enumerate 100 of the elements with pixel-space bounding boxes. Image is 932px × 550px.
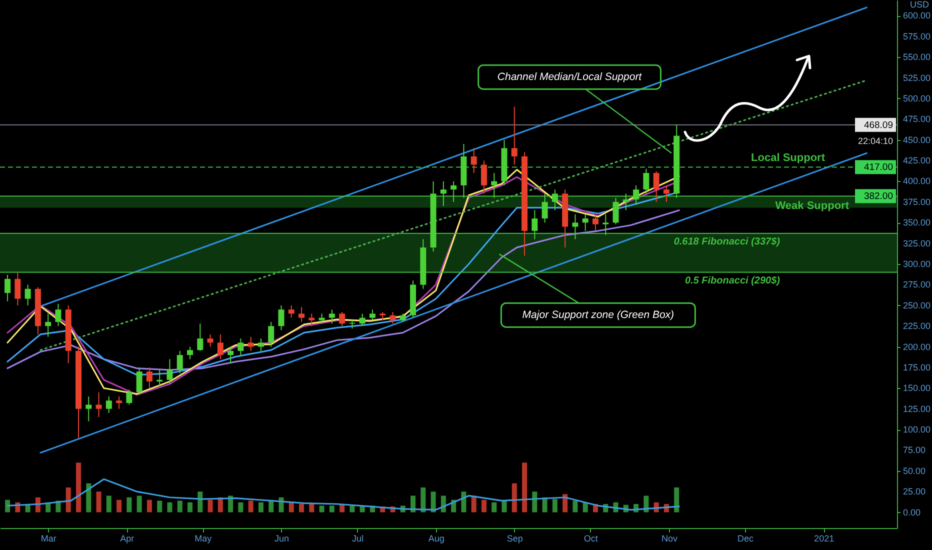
candlestick [136,366,142,396]
bar [288,502,294,512]
y-tick-label: 400.00 [903,176,931,186]
bar [258,502,264,512]
candlestick [207,334,214,348]
bar [96,492,102,512]
candlestick [511,106,518,166]
bar [76,462,81,512]
bar [177,500,182,512]
y-tick-label: 200.00 [903,342,931,352]
candlestick [176,350,183,374]
bar [136,496,142,512]
y-tick-label: 300.00 [903,259,931,269]
y-tick-label: 600.00 [903,10,931,21]
y-tick-label: 225.00 [903,321,931,332]
y-tick-label: 500.00 [903,93,931,104]
bar [188,502,193,512]
candlestick [96,392,102,418]
bar [492,502,497,512]
bar [146,500,152,512]
annotation: 417.00 [864,162,893,174]
annotation: 468.09 [864,120,893,131]
bar [86,483,92,512]
y-tick-label: 275.00 [903,280,931,290]
candlestick [217,334,224,360]
candlestick [288,304,294,318]
bar [562,494,568,512]
candlestick [14,272,21,306]
candlestick [308,313,315,327]
y-tick-label: 375.00 [903,196,931,207]
bar [268,500,274,512]
y-tick-label: 75.00 [903,445,926,456]
bar [512,483,517,512]
bar [410,496,416,512]
bar [299,504,304,512]
annotation: 382.00 [864,191,893,202]
y-tick-label: 575.00 [903,31,931,42]
y-tick-label: 525.00 [903,72,931,83]
bar [319,506,324,512]
bar [471,496,476,512]
bar [420,487,426,512]
candlestick [146,366,152,389]
x-tick-label: Dec [738,534,754,544]
bar [198,492,203,512]
bar [157,500,162,512]
y-axis-title: USD [910,0,930,10]
candlestick [248,336,254,352]
y-tick-label: 0.00 [903,507,921,518]
bar [461,492,466,512]
candlestick [532,210,538,240]
candlestick [622,193,629,211]
candlestick [106,396,112,414]
x-tick-label: Sep [506,534,523,544]
candlestick [582,214,588,232]
ref-line-label: 0.618 Fibonacci (337$) [674,236,781,248]
y-tick-label: 100.00 [903,424,931,435]
candlestick [653,170,660,202]
y-tick-label: 125.00 [903,404,931,414]
bar [248,500,254,512]
bar [481,500,486,512]
x-tick-label: Jun [274,534,289,544]
candlestick [278,304,284,331]
bar [228,496,234,512]
candlestick [258,338,264,352]
candlestick [450,180,457,202]
bar [329,506,334,512]
x-tick-label: Jul [352,534,364,544]
candlestick [602,214,609,236]
x-tick-label: Aug [428,534,444,544]
ref-line-label: Local Support [751,152,826,164]
candlestick [390,312,396,324]
bar [106,496,112,512]
candlestick [228,346,234,364]
candlestick [359,313,366,327]
y-tick-label: 450.00 [903,134,931,145]
line-series [6,478,680,511]
bar [126,497,132,512]
bar [66,487,71,512]
y-tick-label: 475.00 [903,114,931,124]
candlestick [24,284,31,306]
x-tick-label: Mar [40,534,56,544]
candlestick [339,312,346,327]
candlestick [491,172,498,198]
candlestick [45,313,52,338]
y-tick-label: 175.00 [903,362,931,372]
y-tick-label: 25.00 [903,486,926,497]
candlestick [643,168,650,194]
y-tick-label: 425.00 [903,156,931,166]
x-tick-label: Apr [120,534,134,544]
candlestick [156,369,163,387]
annotation: Major Support zone (Green Box) [522,309,674,322]
candlestick [633,184,640,205]
bar [552,499,558,512]
bar [350,506,355,512]
bar [582,502,588,512]
y-tick-label: 325.00 [903,238,931,248]
bar [502,500,507,512]
candlestick [542,193,548,224]
bar [572,500,578,512]
candlestick [328,309,335,324]
